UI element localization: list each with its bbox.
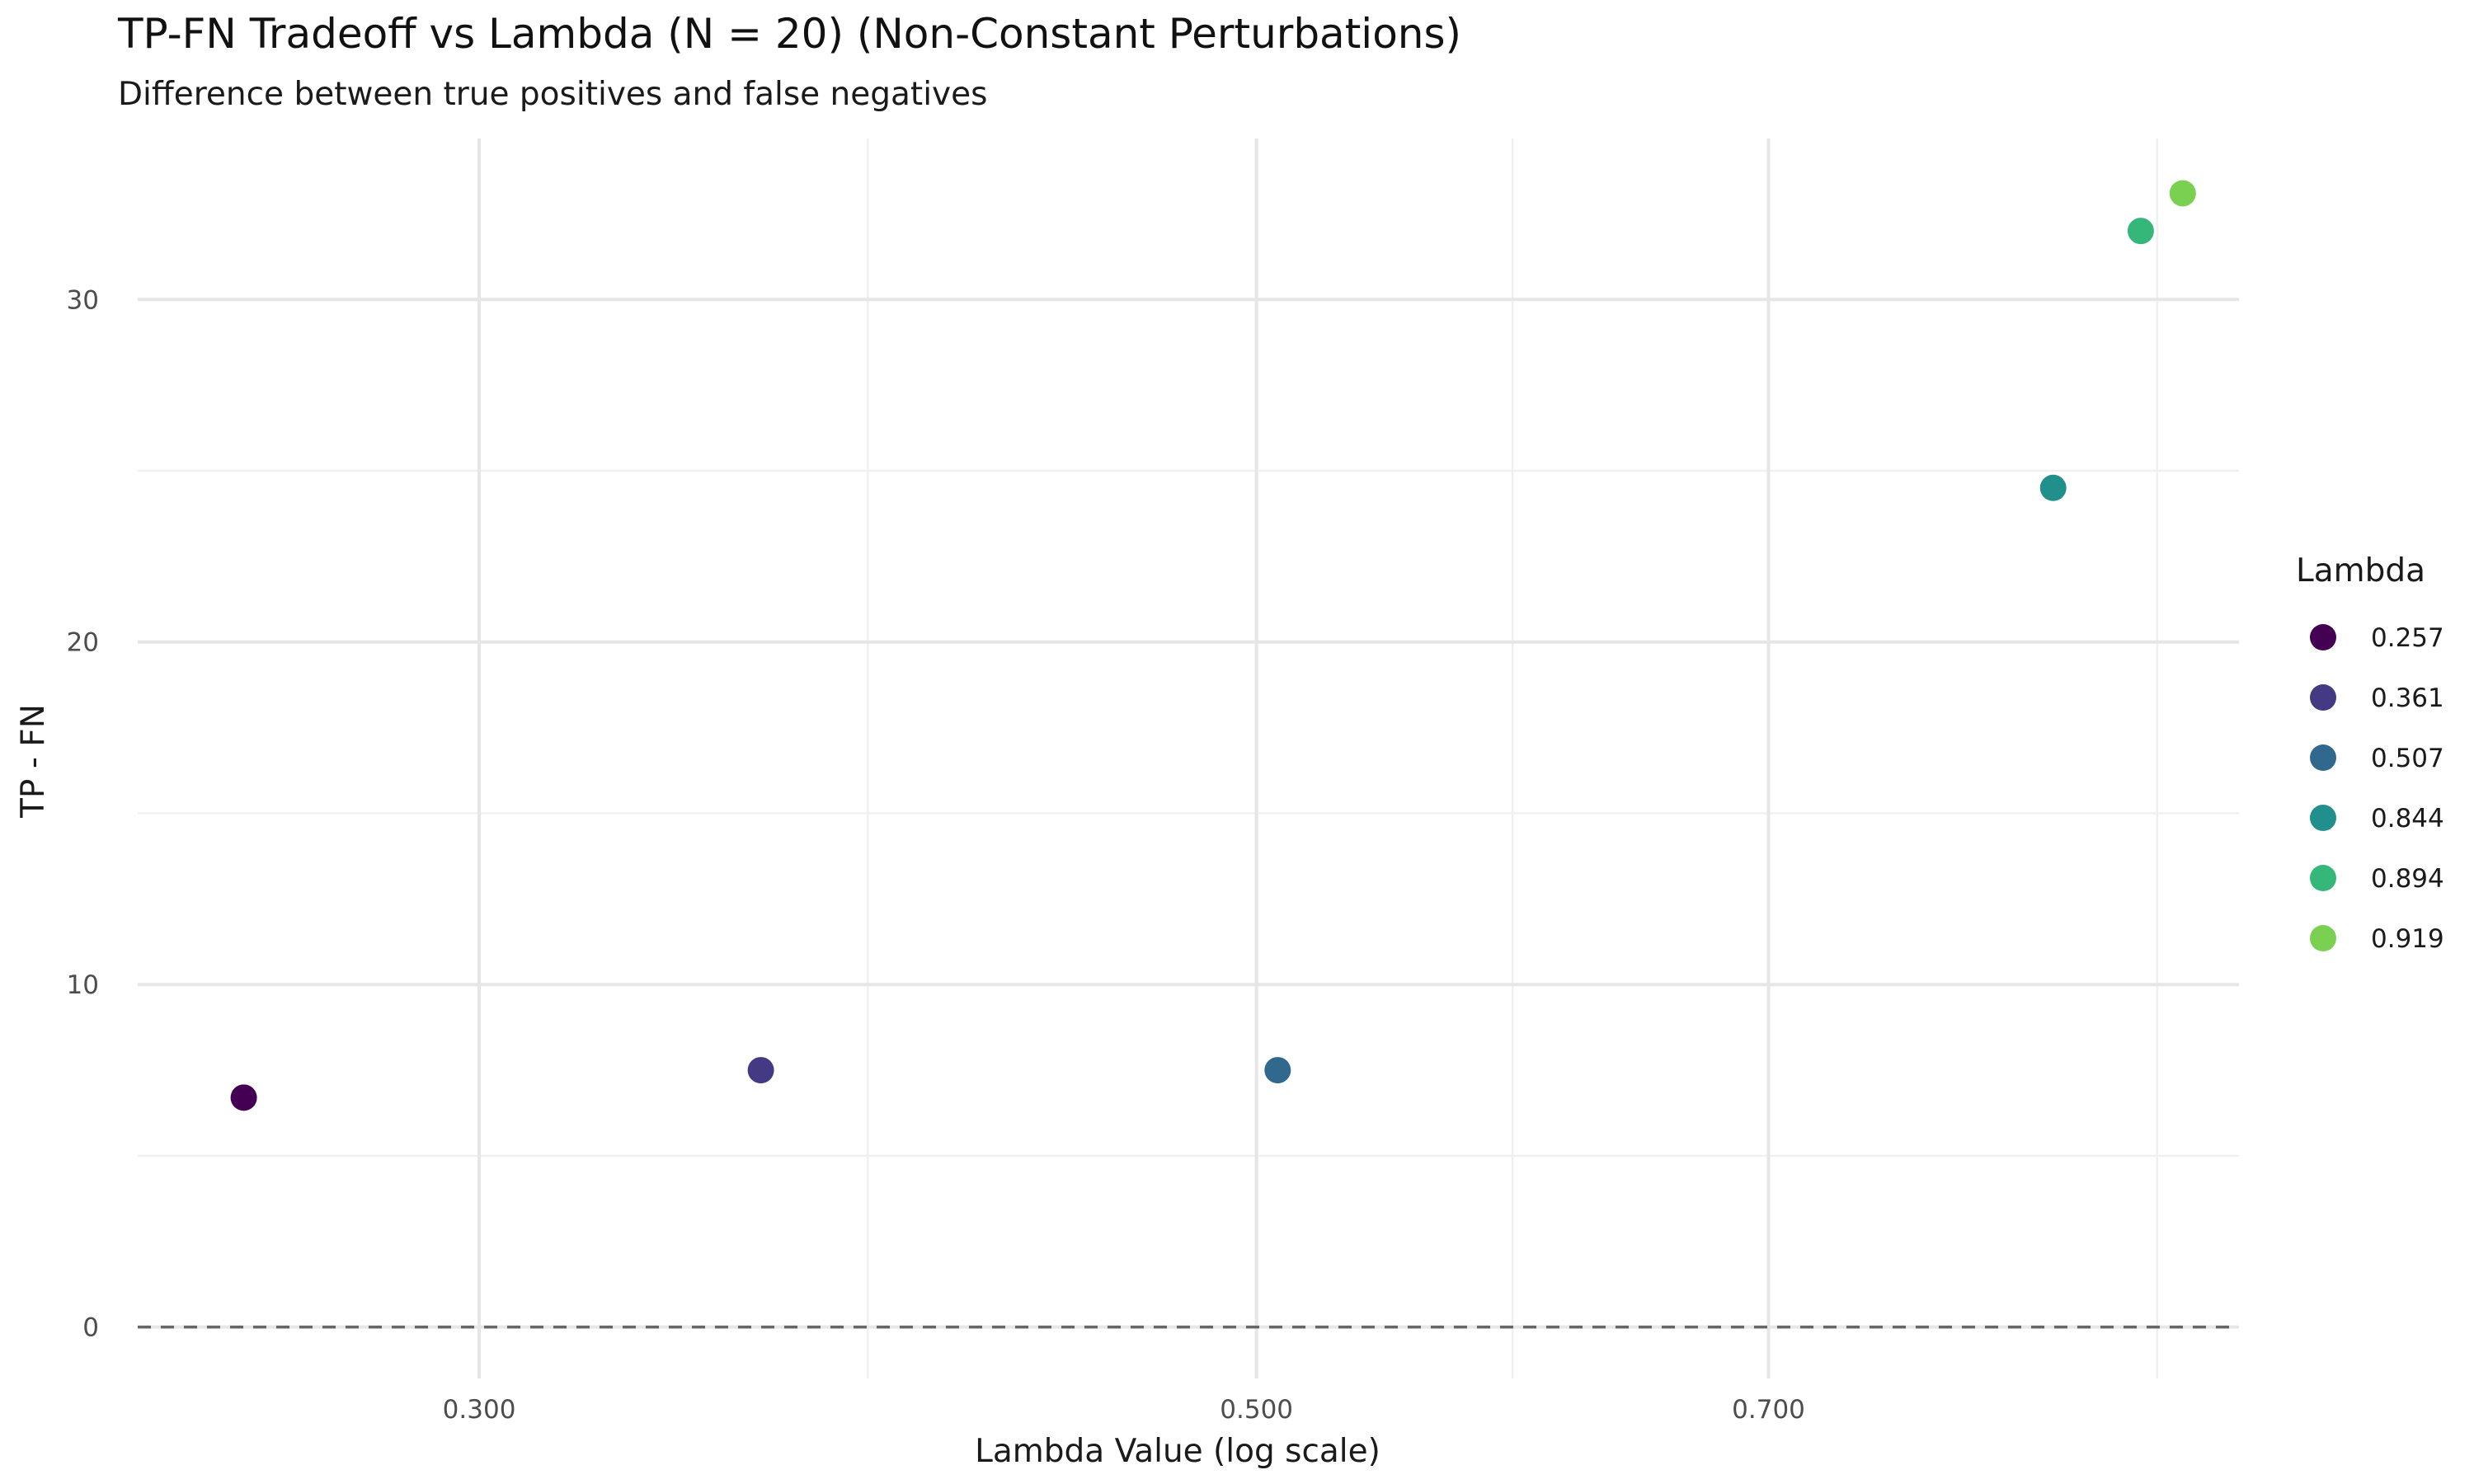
y-tick-label: 20 bbox=[67, 628, 99, 658]
legend-key bbox=[2310, 744, 2336, 771]
data-point bbox=[2127, 218, 2154, 245]
x-tick-label: 0.500 bbox=[1220, 1395, 1293, 1425]
grid bbox=[138, 139, 2239, 1378]
x-axis-title: Lambda Value (log scale) bbox=[975, 1433, 1380, 1470]
axis-ticks: 0.300 0.500 0.700 0 10 20 30 bbox=[67, 285, 1805, 1425]
data-point bbox=[1264, 1057, 1291, 1084]
data-point bbox=[2039, 474, 2067, 501]
legend-key bbox=[2310, 624, 2336, 650]
y-tick-label: 0 bbox=[82, 1313, 99, 1343]
y-tick-label: 10 bbox=[67, 970, 99, 1000]
legend-key bbox=[2310, 805, 2336, 831]
data-point bbox=[747, 1057, 774, 1084]
chart-subtitle: Difference between true positives and fa… bbox=[118, 76, 987, 113]
legend-key bbox=[2310, 925, 2336, 951]
y-axis-title: TP - FN bbox=[15, 704, 52, 819]
x-tick-label: 0.700 bbox=[1732, 1395, 1805, 1425]
data-points bbox=[230, 180, 2196, 1111]
data-point bbox=[230, 1084, 257, 1111]
legend-title: Lambda bbox=[2296, 552, 2425, 589]
x-tick-label: 0.300 bbox=[443, 1395, 516, 1425]
legend-key bbox=[2310, 684, 2336, 711]
legend-label: 0.894 bbox=[2371, 864, 2444, 894]
legend-items: 0.257 0.361 0.507 0.844 0.894 0.919 bbox=[2310, 623, 2444, 954]
y-tick-label: 30 bbox=[67, 285, 99, 315]
legend: Lambda 0.257 0.361 0.507 0.844 0.894 0.919 bbox=[2296, 552, 2444, 954]
chart-title: TP-FN Tradeoff vs Lambda (N = 20) (Non-C… bbox=[117, 10, 1461, 58]
legend-label: 0.361 bbox=[2371, 683, 2444, 713]
legend-key bbox=[2310, 865, 2336, 891]
data-point bbox=[2169, 180, 2196, 207]
legend-label: 0.257 bbox=[2371, 623, 2444, 653]
legend-label: 0.844 bbox=[2371, 804, 2444, 834]
legend-label: 0.919 bbox=[2371, 924, 2444, 954]
legend-label: 0.507 bbox=[2371, 744, 2444, 773]
